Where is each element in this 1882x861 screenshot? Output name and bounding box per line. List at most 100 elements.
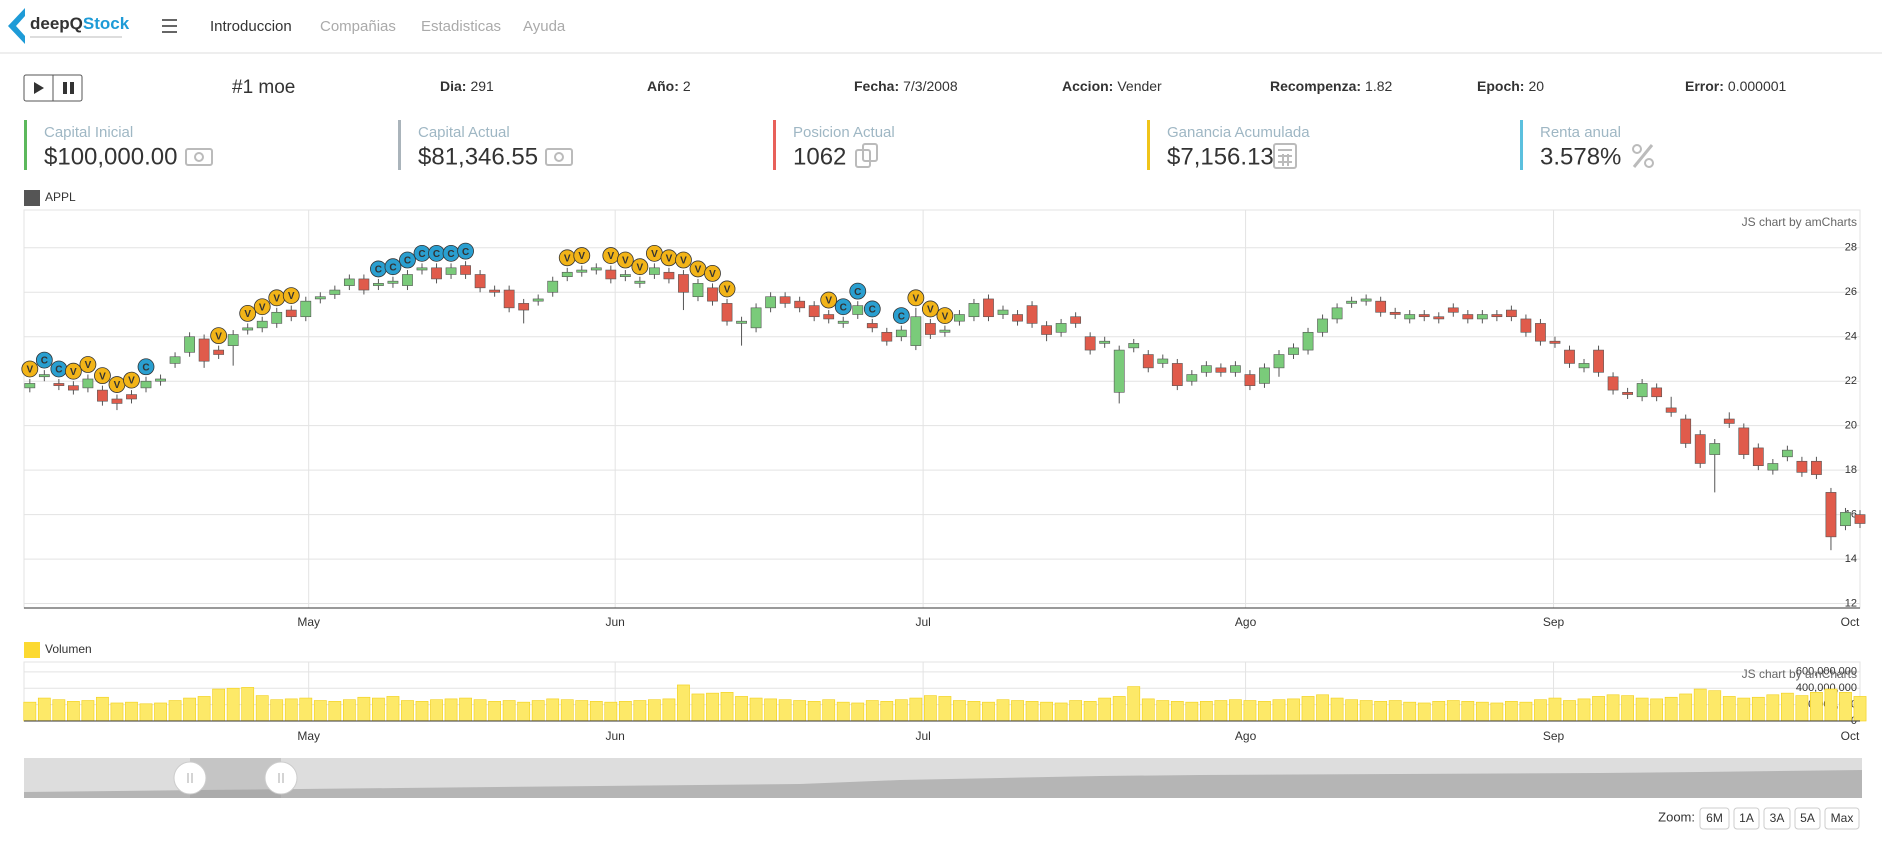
volume-bar	[1287, 698, 1300, 722]
y-tick-label: 600,000,000	[1796, 666, 1857, 678]
signal-marker	[834, 298, 852, 316]
scrollbar-preview	[24, 770, 1862, 798]
candle-body	[38, 374, 50, 378]
candle-body	[1389, 311, 1401, 315]
volume-bar	[212, 688, 226, 722]
x-tick-label: Jul	[915, 615, 930, 629]
status-item: Año: 2	[647, 78, 691, 94]
signal-marker	[239, 304, 257, 322]
volume-bar	[1461, 701, 1475, 722]
candle-body	[852, 305, 864, 315]
candle-body	[1854, 514, 1866, 524]
candle-body	[866, 323, 878, 329]
legend-label: Volumen	[45, 642, 92, 656]
volume-bar	[1359, 700, 1373, 722]
candle-body	[1738, 427, 1750, 455]
candle-body	[169, 356, 181, 364]
nav-item[interactable]: Introduccion	[210, 18, 292, 35]
candle-body	[910, 316, 922, 346]
zoom-button[interactable]	[1824, 807, 1860, 830]
x-tick-label: Jun	[606, 615, 625, 629]
candle-body	[1099, 340, 1111, 344]
logo[interactable]: deepQStock	[30, 14, 130, 33]
scrollbar-handle[interactable]	[264, 761, 298, 795]
signal-marker	[675, 251, 692, 269]
volume-bar	[1141, 698, 1155, 722]
volume-bar	[1272, 699, 1286, 722]
candle-body	[881, 331, 893, 342]
volume-bar	[1432, 701, 1446, 722]
volume-bar	[1040, 701, 1053, 722]
volume-bar	[1199, 701, 1213, 722]
volume-bar	[662, 698, 676, 722]
kpi-value: $81,346.55	[418, 143, 538, 170]
candle-body	[1230, 365, 1241, 373]
candle-body	[1026, 305, 1038, 324]
signal-label: V	[564, 253, 571, 264]
volume-bar	[633, 700, 647, 722]
candle-body	[1535, 323, 1546, 342]
zoom-button[interactable]	[1733, 807, 1760, 830]
kpi-accent	[24, 120, 27, 170]
signal-label: C	[375, 265, 382, 276]
candle-body	[1360, 298, 1372, 302]
signal-label: V	[99, 371, 106, 382]
x-tick-label: Oct	[1841, 729, 1860, 743]
play-button[interactable]	[34, 82, 44, 94]
pause-button[interactable]	[63, 82, 74, 94]
kpi-label: Capital Actual	[418, 124, 510, 141]
volume-bar	[1606, 694, 1620, 722]
volume-bar	[1127, 686, 1141, 722]
icon-part	[1273, 143, 1297, 169]
volume-bar	[473, 699, 487, 722]
signal-marker	[921, 300, 939, 318]
candle-body	[1752, 447, 1764, 466]
volume-bar	[1388, 700, 1402, 722]
volume-bar	[1011, 700, 1024, 722]
volume-bar	[1490, 702, 1504, 722]
candle-body	[1346, 300, 1357, 304]
scrollbar-handle[interactable]	[173, 761, 207, 795]
status-label: Accion:	[1062, 78, 1113, 94]
candle-body	[1447, 307, 1459, 313]
candle-body	[1070, 316, 1082, 324]
volume-bar	[589, 701, 603, 722]
candle-body	[649, 267, 660, 275]
zoom-button-label: Max	[1831, 811, 1854, 825]
candle-body	[605, 269, 617, 280]
volume-bar	[226, 687, 240, 722]
volume-bar	[1635, 697, 1649, 722]
signal-label: C	[462, 247, 469, 258]
candle-body	[1781, 449, 1793, 458]
volume-bar	[67, 701, 80, 722]
volume-bar	[1258, 701, 1271, 722]
volume-bar	[328, 701, 342, 722]
volume-bar	[1505, 701, 1518, 722]
candle-body	[1433, 316, 1445, 320]
nav-item[interactable]: Compañias	[320, 18, 396, 35]
nav-item[interactable]: Ayuda	[523, 18, 566, 35]
volume-bar	[938, 696, 952, 722]
candle-body	[1157, 358, 1169, 364]
candle-body	[954, 314, 965, 322]
y-tick-label: 14	[1845, 553, 1857, 565]
signal-label: V	[637, 262, 644, 273]
signal-label: C	[389, 262, 396, 273]
zoom-button[interactable]	[1763, 807, 1791, 830]
candle-body	[1041, 325, 1052, 335]
candle-body	[736, 320, 747, 324]
y-tick-label: 400,000,000	[1796, 682, 1857, 694]
candle-body	[1506, 309, 1517, 318]
candle-body	[576, 269, 588, 273]
zoom-button[interactable]	[1699, 807, 1730, 830]
candle-body	[387, 280, 399, 284]
volume-bar	[488, 701, 502, 722]
y-tick-label: 26	[1845, 286, 1857, 298]
candle-body	[285, 309, 297, 318]
icon-part	[1632, 144, 1642, 154]
nav-item[interactable]: Estadisticas	[421, 18, 501, 35]
volume-bar	[96, 696, 109, 722]
zoom-button[interactable]	[1794, 807, 1821, 830]
menu-icon[interactable]	[162, 19, 177, 33]
candle-body	[155, 378, 166, 382]
